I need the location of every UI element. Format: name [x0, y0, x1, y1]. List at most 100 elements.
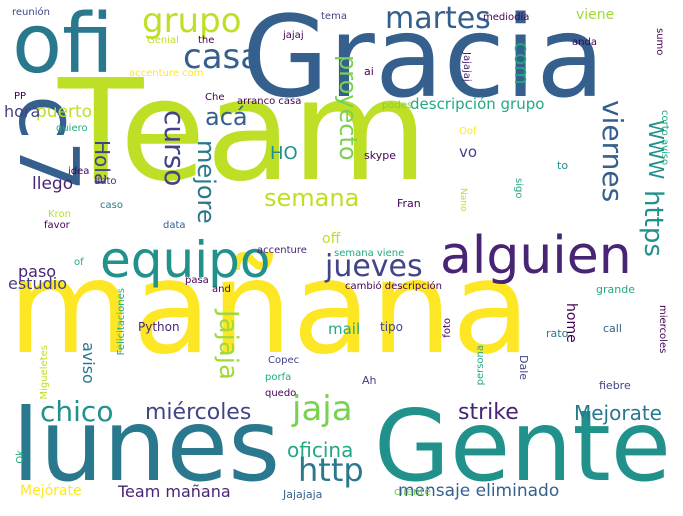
- word: off: [322, 231, 341, 247]
- word: descripción grupo: [410, 95, 545, 113]
- word: the: [198, 35, 215, 46]
- word: grupo: [142, 1, 242, 41]
- word: call: [603, 322, 622, 335]
- word: dato: [94, 176, 117, 187]
- word: lunes: [12, 387, 281, 504]
- word: cliente: [394, 485, 431, 498]
- word: jaja: [292, 389, 353, 429]
- word: Felicitaciones: [116, 288, 127, 356]
- word: mejore: [192, 140, 220, 224]
- word: puerto: [36, 102, 93, 122]
- word: Kron: [48, 209, 71, 220]
- word: Oof: [459, 126, 477, 137]
- word: of: [74, 257, 84, 268]
- word: miércoles: [145, 400, 252, 425]
- word: viernes: [596, 100, 629, 203]
- word: Hola: [90, 140, 114, 186]
- word: https: [638, 190, 668, 257]
- word: ai: [364, 65, 374, 78]
- word: mensaje eliminado: [398, 481, 560, 501]
- word: and: [212, 284, 231, 295]
- word: WWW: [644, 120, 668, 180]
- word: casa: [183, 37, 262, 77]
- word: reunión: [12, 7, 50, 18]
- word: anda: [572, 37, 597, 48]
- word: acá: [205, 103, 248, 131]
- word: podes: [382, 100, 413, 111]
- word: Che: [205, 92, 225, 103]
- word: curso: [158, 110, 191, 187]
- word: jajaj: [283, 30, 304, 41]
- word: cambió descripción: [345, 281, 442, 292]
- word: ofi: [12, 0, 114, 92]
- word: Gracia: [242, 0, 605, 123]
- word: aviso: [79, 342, 98, 384]
- word: strike: [458, 400, 519, 425]
- word: fiebre: [599, 379, 631, 392]
- word: mail: [328, 320, 361, 338]
- word: to: [557, 159, 569, 172]
- word: Gente: [374, 390, 672, 504]
- word: rato: [546, 327, 569, 340]
- word: Mejorate: [574, 401, 662, 425]
- word: martes: [385, 1, 491, 36]
- word: porfa: [265, 372, 292, 383]
- word: paso: [18, 262, 57, 281]
- word: jueves: [325, 249, 423, 284]
- word: Mejórate: [20, 483, 82, 499]
- word: accenture com: [129, 68, 204, 79]
- word: PP: [14, 91, 27, 102]
- word: c7: [0, 95, 95, 193]
- word: miercoles: [657, 305, 668, 354]
- word: Ah: [362, 374, 377, 387]
- word: Ok: [15, 450, 26, 464]
- word: hora: [4, 102, 41, 121]
- word: oficina: [287, 438, 354, 462]
- word: Team mañana: [118, 482, 231, 501]
- word: data: [163, 220, 186, 231]
- word: Team: [58, 50, 429, 213]
- word: Jajajaj: [461, 52, 472, 82]
- word: Python: [138, 320, 180, 334]
- word: chico: [40, 395, 114, 428]
- word: Fran: [397, 197, 421, 210]
- word: mañana: [8, 234, 531, 383]
- word: llego: [32, 174, 74, 194]
- word: Jajaja: [213, 310, 243, 380]
- word: Dale: [517, 355, 530, 381]
- word: caso: [100, 200, 123, 211]
- word: semana viene: [334, 248, 405, 259]
- word: HO: [270, 143, 298, 164]
- word: accenture: [257, 245, 307, 256]
- word: corto aviso: [659, 110, 670, 166]
- word: mediodía: [483, 12, 530, 23]
- word: quiero: [56, 123, 88, 134]
- word: sigo: [513, 178, 524, 199]
- word: proyecto: [334, 55, 362, 161]
- word: Copec: [268, 355, 300, 366]
- word: pasa: [185, 275, 209, 286]
- word: grande: [596, 283, 635, 296]
- word: Nano: [458, 188, 468, 212]
- word: vo: [459, 143, 478, 161]
- word: home: [563, 303, 579, 343]
- word: favor: [44, 220, 70, 231]
- word: alguien: [440, 226, 632, 286]
- word: Genial: [147, 35, 179, 46]
- word: skype: [364, 149, 396, 162]
- word: Jajajaja: [283, 488, 323, 501]
- word: quedo: [265, 388, 297, 399]
- word: semana: [264, 184, 360, 212]
- word: equipo: [100, 231, 271, 289]
- word: persona: [475, 345, 486, 386]
- word: http: [298, 451, 364, 489]
- word: com: [510, 42, 534, 85]
- word: foto: [442, 318, 453, 338]
- word: tema: [321, 11, 347, 22]
- word: viene: [576, 7, 615, 23]
- word: tipo: [380, 320, 403, 334]
- word: estudio: [8, 274, 67, 293]
- word: idea: [68, 166, 90, 177]
- word: sumo: [654, 28, 665, 56]
